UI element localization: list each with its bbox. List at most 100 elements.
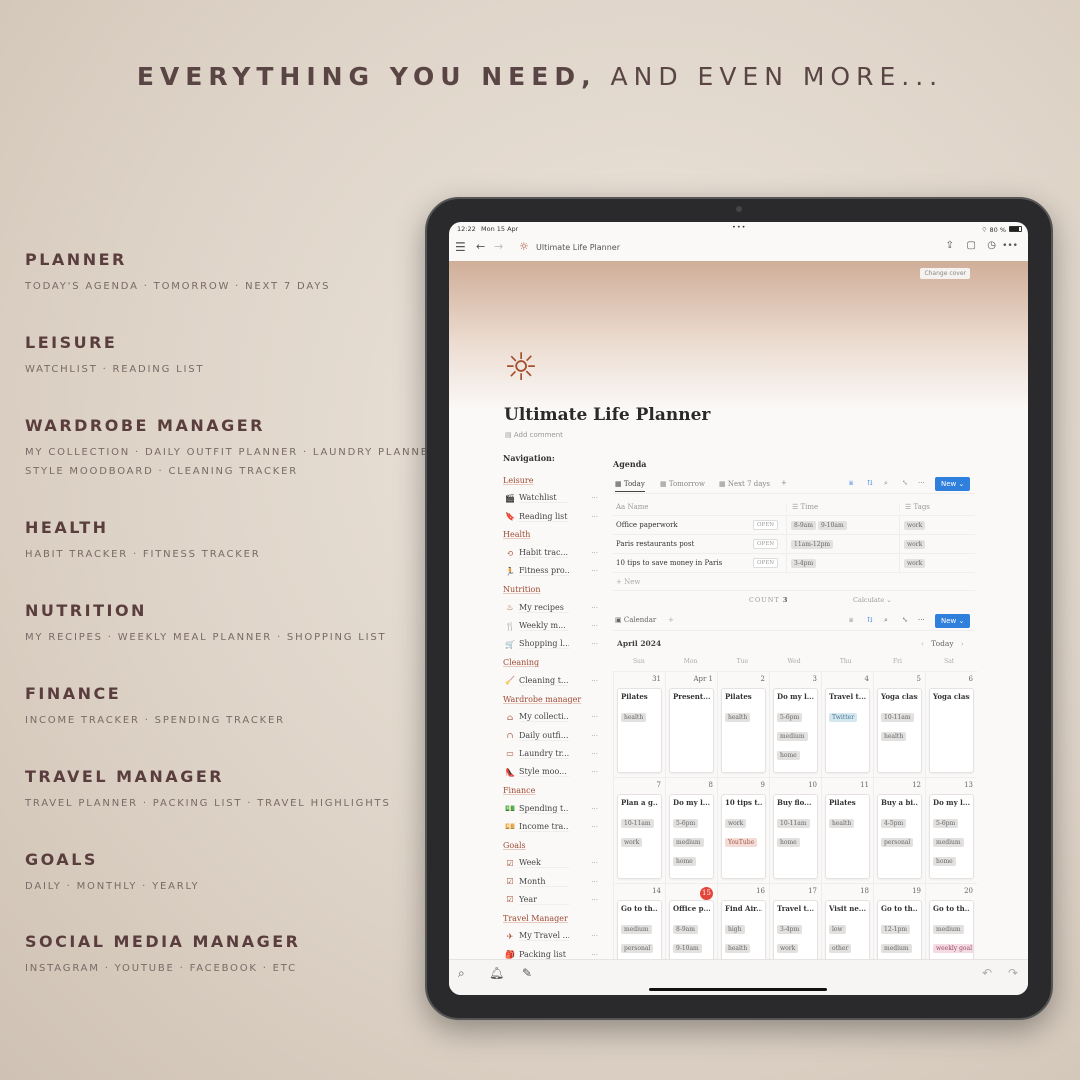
redo-icon[interactable]: ↷	[1007, 966, 1018, 980]
sort-icon[interactable]: ⇅	[867, 616, 873, 624]
tab-today[interactable]: ▦ Today	[615, 480, 645, 492]
nav-page-link[interactable]: 🎬 Watchlist ···	[503, 489, 598, 507]
filter-icon[interactable]: ⩸	[849, 616, 854, 624]
calendar-day[interactable]: 5 Yoga class 10-11am health	[873, 671, 925, 777]
open-button[interactable]: OPEN	[753, 558, 779, 568]
nav-page-link[interactable]: 🏃 Fitness pro... ···	[503, 562, 598, 580]
calendar-day[interactable]: Apr 1 Present...	[665, 671, 717, 777]
expand-icon[interactable]: ⤡	[902, 616, 908, 624]
more-icon[interactable]: ···	[591, 895, 598, 904]
column-time[interactable]: ☰ Time	[786, 502, 899, 511]
calendar-day[interactable]: 31 Pilates health	[613, 671, 665, 777]
nav-page-link[interactable]: ▭ Laundry tr... ···	[503, 745, 598, 763]
nav-section[interactable]: Finance	[503, 781, 598, 799]
nav-page-link[interactable]: 🍴 Weekly m... ···	[503, 617, 598, 635]
change-cover-button[interactable]: Change cover	[920, 268, 970, 279]
new-button[interactable]: New ⌄	[935, 614, 971, 628]
column-name[interactable]: Aa Name	[616, 502, 649, 511]
event-card[interactable]: Do my l... 5-6pm medium home	[929, 794, 974, 879]
event-card[interactable]: Travel t... Twitter	[825, 688, 870, 773]
more-icon[interactable]: ···	[591, 603, 598, 612]
forward-icon[interactable]: →	[494, 240, 504, 253]
calendar-day[interactable]: 4 Travel t... Twitter	[821, 671, 873, 777]
nav-section[interactable]: Wardrobe manager	[503, 690, 598, 708]
more-icon[interactable]: ···	[591, 713, 598, 722]
prev-month-icon[interactable]: ‹	[921, 639, 924, 648]
more-icon[interactable]: ···	[591, 822, 598, 831]
add-new-row[interactable]: + New	[613, 573, 975, 591]
nav-page-link[interactable]: 👠 Style moo... ···	[503, 763, 598, 781]
calendar-day[interactable]: 2 Pilates health	[717, 671, 769, 777]
more-icon[interactable]: ···	[591, 567, 598, 576]
more-icon[interactable]: ···	[591, 768, 598, 777]
column-tags[interactable]: ☰ Tags	[899, 502, 930, 511]
nav-page-link[interactable]: 🔖 Reading list ···	[503, 508, 598, 526]
search-icon[interactable]: ⌕	[458, 966, 465, 980]
next-month-icon[interactable]: ›	[960, 639, 964, 648]
more-icon[interactable]: ···	[918, 616, 925, 624]
more-icon[interactable]: ···	[591, 494, 598, 503]
more-icon[interactable]: ···	[591, 640, 598, 649]
nav-page-link[interactable]: 🛒 Shopping l... ···	[503, 635, 598, 653]
calendar-day[interactable]: 13 Do my l... 5-6pm medium home	[925, 777, 977, 883]
search-icon[interactable]: ⌕	[884, 616, 888, 624]
more-icon[interactable]: ···	[591, 749, 598, 758]
back-icon[interactable]: ←	[476, 240, 486, 253]
event-card[interactable]: 10 tips t... work YouTube	[721, 794, 766, 879]
calendar-day[interactable]: 3 Do my l... 5-6pm medium home	[769, 671, 821, 777]
nav-page-link[interactable]: ✈ My Travel ... ···	[503, 927, 598, 945]
event-card[interactable]: Present...	[669, 688, 714, 773]
more-icon[interactable]: ···	[591, 622, 598, 631]
multitask-dots-icon[interactable]: •••	[732, 223, 747, 231]
compose-icon[interactable]: ✎	[522, 966, 533, 980]
calendar-day[interactable]: 12 Buy a bi... 4-5pm personal	[873, 777, 925, 883]
event-card[interactable]: Yoga class	[929, 688, 974, 773]
event-card[interactable]: Pilates health	[721, 688, 766, 773]
add-view-icon[interactable]: +	[781, 479, 787, 487]
calendar-day[interactable]: 8 Do my l... 5-6pm medium home	[665, 777, 717, 883]
nav-page-link[interactable]: ⟲ Habit trac... ···	[503, 544, 598, 562]
more-icon[interactable]: ···	[591, 731, 598, 740]
tab-next-7-days[interactable]: ▦ Next 7 days	[719, 480, 770, 488]
more-icon[interactable]: ···	[918, 479, 925, 487]
nav-section[interactable]: Health	[503, 526, 598, 544]
event-card[interactable]: Plan a g... 10-11am work	[617, 794, 662, 879]
more-icon[interactable]: ···	[591, 859, 598, 868]
undo-icon[interactable]: ↶	[981, 966, 992, 980]
calendar-day[interactable]: 7 Plan a g... 10-11am work	[613, 777, 665, 883]
filter-icon[interactable]: ⩸	[849, 479, 854, 487]
calculate-dropdown[interactable]: Calculate ⌄	[853, 596, 892, 604]
nav-page-link[interactable]: ∩ Daily outfi... ···	[503, 727, 598, 745]
more-icon[interactable]: ···	[591, 932, 598, 941]
event-card[interactable]: Pilates health	[617, 688, 662, 773]
calendar-day[interactable]: 9 10 tips t... work YouTube	[717, 777, 769, 883]
open-button[interactable]: OPEN	[753, 520, 779, 530]
comment-icon[interactable]: ▢	[966, 240, 976, 251]
nav-page-link[interactable]: 💵 Spending t... ···	[503, 800, 598, 818]
nav-page-link[interactable]: 🧹 Cleaning t... ···	[503, 672, 598, 690]
sort-icon[interactable]: ⇅	[867, 479, 873, 487]
breadcrumb-title[interactable]: Ultimate Life Planner	[536, 243, 620, 252]
nav-page-link[interactable]: ⌂ My collecti... ···	[503, 708, 598, 726]
table-row[interactable]: Paris restaurants post OPEN 11am-12pm wo…	[613, 535, 975, 554]
nav-page-link[interactable]: ☑ Week ···	[503, 854, 598, 872]
tab-tomorrow[interactable]: ▦ Tomorrow	[660, 480, 705, 488]
table-row[interactable]: Office paperwork OPEN 8-9am 9-10am work	[613, 516, 975, 535]
new-button[interactable]: New ⌄	[935, 477, 971, 491]
tab-calendar[interactable]: ▣ Calendar	[615, 616, 657, 624]
bell-icon[interactable]: 🔔︎	[489, 966, 505, 980]
nav-page-link[interactable]: ☑ Year ···	[503, 891, 598, 909]
expand-icon[interactable]: ⤡	[902, 479, 908, 487]
more-icon[interactable]: ···	[591, 512, 598, 521]
event-card[interactable]: Pilates health	[825, 794, 870, 879]
calendar-day[interactable]: 6 Yoga class	[925, 671, 977, 777]
more-icon[interactable]: ···	[591, 950, 598, 959]
nav-page-link[interactable]: ☑ Month ···	[503, 873, 598, 891]
more-icon[interactable]: •••	[1002, 241, 1018, 251]
nav-page-link[interactable]: ♨ My recipes ···	[503, 599, 598, 617]
history-icon[interactable]: ◷	[987, 240, 996, 251]
nav-section[interactable]: Travel Manager	[503, 909, 598, 927]
calendar-day[interactable]: 11 Pilates health	[821, 777, 873, 883]
event-card[interactable]: Yoga class 10-11am health	[877, 688, 922, 773]
event-card[interactable]: Do my l... 5-6pm medium home	[669, 794, 714, 879]
